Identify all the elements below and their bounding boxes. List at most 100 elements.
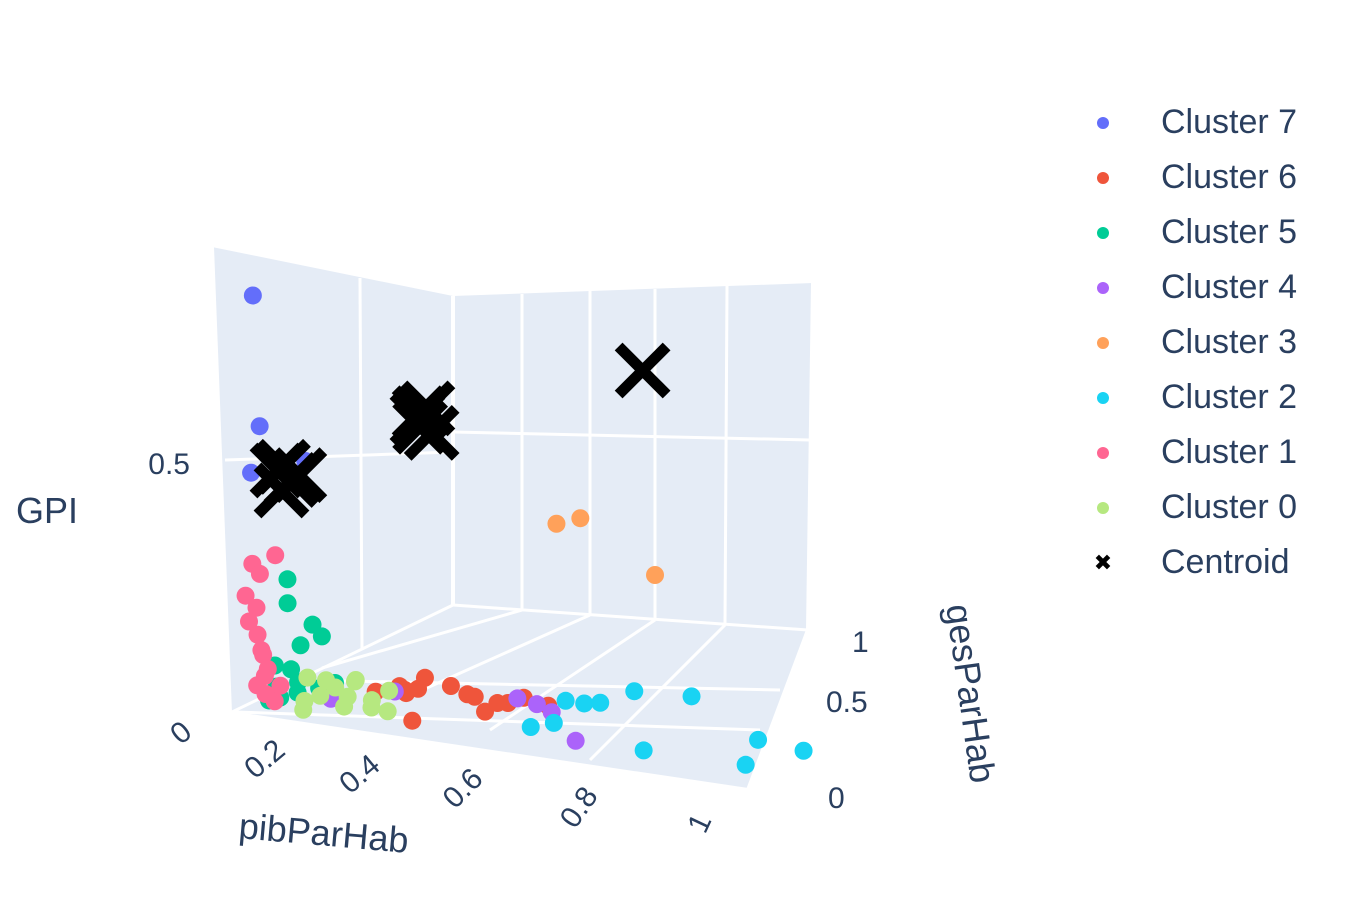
centroid-stroke xyxy=(614,342,671,399)
legend-item-cluster-2[interactable]: Cluster 2 xyxy=(1085,370,1297,425)
grid-line xyxy=(299,678,781,692)
data-point-cluster-5 xyxy=(278,570,297,589)
data-point-cluster-7 xyxy=(242,463,261,482)
y-axis-title: gesParHab xyxy=(938,601,1004,785)
grid-line xyxy=(489,618,656,732)
legend-dot xyxy=(1097,336,1109,349)
legend-item-cluster-6[interactable]: Cluster 6 xyxy=(1085,150,1297,205)
data-point-cluster-0 xyxy=(345,672,364,691)
x-tick-label: 0.8 xyxy=(554,781,605,834)
grid-line xyxy=(229,711,749,792)
x-marker-icon: ✖ xyxy=(1085,535,1121,590)
data-point-cluster-2 xyxy=(544,713,563,732)
data-point-cluster-6 xyxy=(488,694,507,713)
legend-label: Cluster 2 xyxy=(1161,378,1298,416)
data-point-cluster-5 xyxy=(312,627,331,646)
data-point-cluster-0 xyxy=(311,686,330,705)
back-wall-right xyxy=(453,283,813,630)
z-tick-label: 0.5 xyxy=(148,448,190,481)
dot-marker-icon xyxy=(1085,260,1121,315)
centroid-stroke xyxy=(271,447,328,503)
data-point-cluster-2 xyxy=(625,682,644,701)
legend-dot xyxy=(1097,226,1109,239)
y-tick-label: 1 xyxy=(852,626,869,659)
data-point-cluster-1 xyxy=(250,564,269,583)
centroid-marker xyxy=(391,385,448,442)
data-point-cluster-0 xyxy=(298,668,317,687)
data-point-cluster-3 xyxy=(571,509,590,528)
legend-dot xyxy=(1097,281,1109,294)
grid-line xyxy=(210,246,232,714)
data-point-cluster-4 xyxy=(508,689,527,708)
centroid-marker xyxy=(249,442,306,499)
back-wall-left xyxy=(212,247,453,713)
legend-dot xyxy=(1097,391,1109,404)
legend-label: Cluster 4 xyxy=(1161,268,1298,306)
data-point-cluster-2 xyxy=(634,741,653,760)
legend-item-centroid[interactable]: ✖ Centroid xyxy=(1085,535,1297,590)
z-axis-title: GPI xyxy=(16,490,78,531)
centroid-stroke xyxy=(249,442,306,499)
dot-marker-icon xyxy=(1085,315,1121,370)
data-point-cluster-0 xyxy=(326,678,345,697)
data-point-cluster-0 xyxy=(362,698,381,717)
data-point-cluster-2 xyxy=(794,741,813,760)
legend-item-cluster-7[interactable]: Cluster 7 xyxy=(1085,95,1297,150)
data-point-cluster-1 xyxy=(254,645,273,664)
data-point-cluster-0 xyxy=(295,692,314,710)
legend-label: Cluster 0 xyxy=(1161,488,1298,526)
data-point-cluster-5 xyxy=(291,636,310,655)
grid-line xyxy=(399,613,591,702)
data-point-cluster-2 xyxy=(521,718,540,737)
grid-line xyxy=(746,629,810,791)
grid-line xyxy=(321,608,523,670)
data-point-cluster-1 xyxy=(271,676,290,695)
legend-dot xyxy=(1097,171,1109,184)
dot-marker-icon xyxy=(1085,95,1121,150)
grid-line xyxy=(806,282,815,631)
data-point-cluster-2 xyxy=(556,691,575,710)
data-point-cluster-2 xyxy=(591,693,610,712)
grid-line xyxy=(723,285,729,626)
legend-label: Cluster 5 xyxy=(1161,213,1298,251)
data-point-cluster-1 xyxy=(256,685,275,703)
legend-label: Cluster 1 xyxy=(1161,433,1298,471)
grid-line xyxy=(234,710,761,732)
dot-marker-icon xyxy=(1085,205,1121,260)
data-point-cluster-0 xyxy=(335,697,354,716)
legend-dot xyxy=(1097,446,1109,459)
data-point-cluster-5 xyxy=(278,594,297,613)
data-point-cluster-2 xyxy=(736,755,755,774)
legend: Cluster 7 Cluster 6 Cluster 5 Cluster 4 Clus… xyxy=(1085,95,1297,590)
x-axis-title: pibParHab xyxy=(237,805,410,861)
x-tick-label: 1 xyxy=(681,809,718,838)
legend-item-cluster-1[interactable]: Cluster 1 xyxy=(1085,425,1297,480)
legend-item-cluster-5[interactable]: Cluster 5 xyxy=(1085,205,1297,260)
legend-item-cluster-3[interactable]: Cluster 3 xyxy=(1085,315,1297,370)
y-tick-label: 0 xyxy=(828,782,845,815)
data-point-cluster-0 xyxy=(378,702,397,721)
grid-line xyxy=(452,603,809,632)
dot-marker-icon xyxy=(1085,480,1121,535)
data-point-cluster-2 xyxy=(749,730,768,749)
data-point-cluster-2 xyxy=(575,694,594,713)
dot-marker-icon xyxy=(1085,425,1121,480)
data-point-cluster-3 xyxy=(547,514,566,533)
data-point-cluster-2 xyxy=(682,687,701,706)
x-symbol: ✖ xyxy=(1093,549,1113,575)
legend-dot xyxy=(1097,501,1109,514)
data-point-cluster-1 xyxy=(266,546,285,565)
legend-item-cluster-4[interactable]: Cluster 4 xyxy=(1085,260,1297,315)
data-point-cluster-4 xyxy=(566,731,585,750)
legend-item-cluster-0[interactable]: Cluster 0 xyxy=(1085,480,1297,535)
legend-label: Centroid xyxy=(1161,543,1290,581)
data-point-cluster-6 xyxy=(465,687,484,706)
data-point-cluster-6 xyxy=(441,677,460,695)
grid-line xyxy=(358,277,364,649)
legend-dot xyxy=(1097,116,1109,129)
grid-line xyxy=(588,623,727,762)
data-point-cluster-6 xyxy=(403,711,422,730)
dot-marker-icon xyxy=(1085,370,1121,425)
grid-line xyxy=(452,430,811,442)
